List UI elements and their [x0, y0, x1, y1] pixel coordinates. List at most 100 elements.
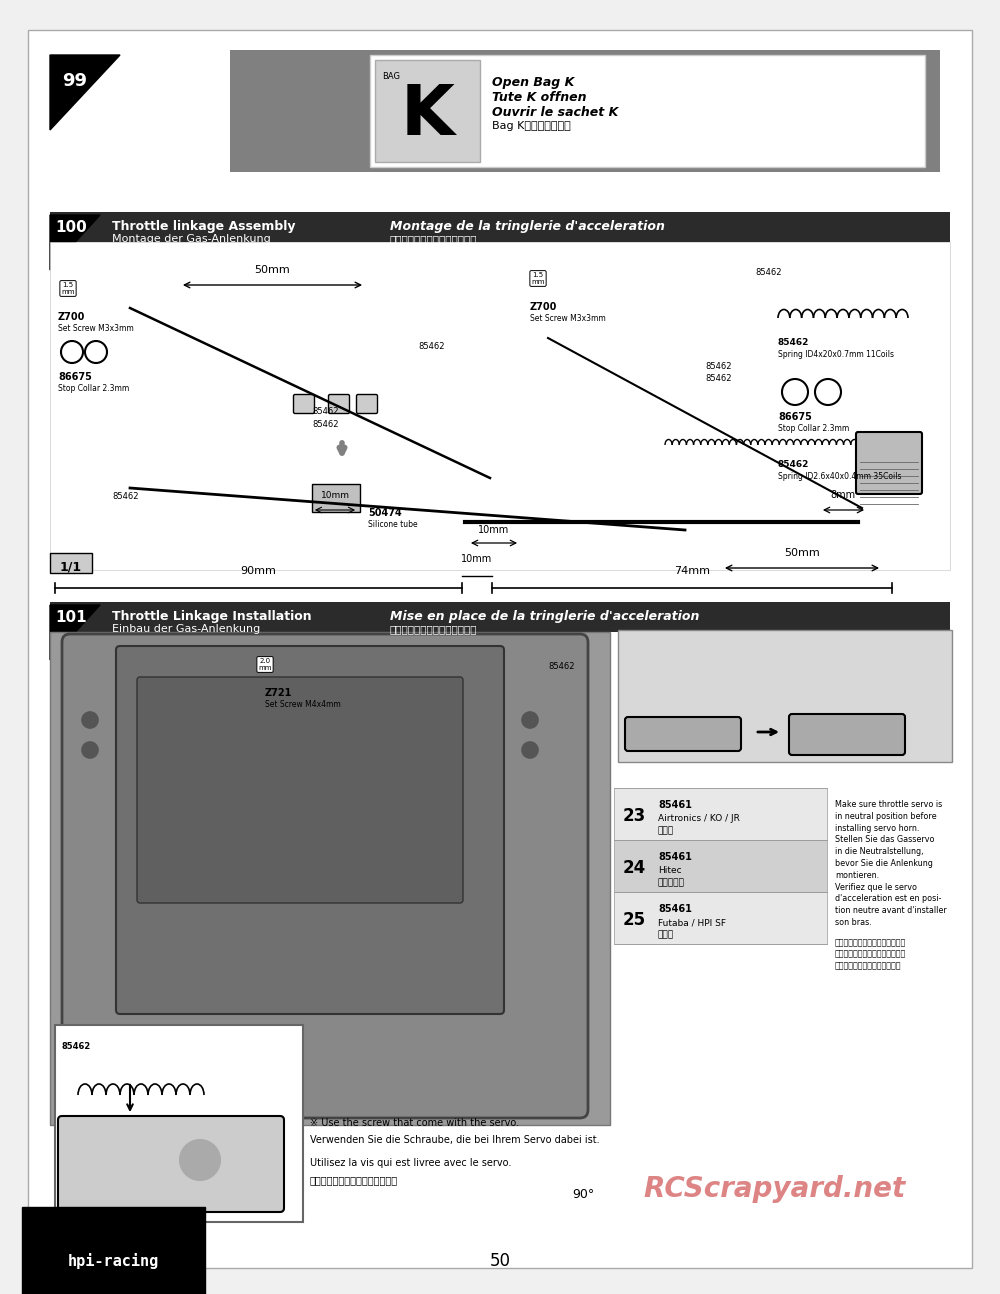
Text: Set Screw M3x3mm: Set Screw M3x3mm — [58, 324, 134, 333]
Circle shape — [180, 1140, 220, 1180]
Text: スロットルサーボのニュートラル
を定位し、サーボ付属のネジにて
サーボホーンを取り付けます。: スロットルサーボのニュートラル を定位し、サーボ付属のネジにて サーボホーンを取… — [835, 938, 906, 970]
Text: スロットルリンケージの組立て: スロットルリンケージの組立て — [390, 234, 478, 245]
Text: 85462: 85462 — [62, 1042, 91, 1051]
Text: 23: 23 — [622, 807, 646, 826]
FancyBboxPatch shape — [62, 634, 588, 1118]
FancyBboxPatch shape — [614, 892, 827, 945]
FancyBboxPatch shape — [294, 395, 314, 414]
Text: 90°: 90° — [572, 1188, 594, 1201]
Text: Silicone tube: Silicone tube — [368, 520, 418, 529]
Text: 86675: 86675 — [778, 411, 812, 422]
FancyBboxPatch shape — [375, 60, 480, 162]
Text: 50: 50 — [490, 1253, 511, 1269]
FancyBboxPatch shape — [625, 717, 741, 751]
Text: Hitec: Hitec — [658, 866, 682, 875]
Text: Throttle linkage Assembly: Throttle linkage Assembly — [112, 220, 296, 233]
FancyBboxPatch shape — [856, 432, 922, 494]
Text: 85462: 85462 — [312, 408, 338, 415]
Text: 1/1: 1/1 — [60, 562, 82, 575]
Text: Utilisez la vis qui est livree avec le servo.: Utilisez la vis qui est livree avec le s… — [310, 1158, 511, 1168]
Text: Z721: Z721 — [265, 688, 292, 697]
Text: 85462: 85462 — [778, 338, 809, 347]
Text: 74mm: 74mm — [674, 565, 710, 576]
FancyBboxPatch shape — [370, 56, 925, 167]
Text: サンワ: サンワ — [658, 826, 674, 835]
Text: 85462: 85462 — [778, 459, 809, 468]
Text: ※ Use the screw that come with the servo.: ※ Use the screw that come with the servo… — [310, 1118, 519, 1128]
FancyBboxPatch shape — [614, 840, 827, 892]
FancyBboxPatch shape — [28, 30, 972, 1268]
Text: 85461: 85461 — [658, 905, 692, 914]
Text: 50mm: 50mm — [784, 547, 820, 558]
Text: Montage de la tringlerie d'acceleration: Montage de la tringlerie d'acceleration — [390, 220, 665, 233]
Text: Tute K offnen: Tute K offnen — [492, 91, 586, 104]
Text: 85462: 85462 — [705, 374, 732, 383]
Text: 10mm: 10mm — [478, 525, 510, 534]
Text: Throttle Linkage Installation: Throttle Linkage Installation — [112, 609, 312, 622]
Text: 85462: 85462 — [705, 362, 732, 371]
FancyBboxPatch shape — [137, 677, 463, 903]
Text: 86675: 86675 — [58, 371, 92, 382]
FancyBboxPatch shape — [50, 553, 92, 573]
Text: 85462: 85462 — [755, 268, 782, 277]
Text: 1.5
mm: 1.5 mm — [531, 272, 545, 285]
Text: サーボ付属のネジを使用します。: サーボ付属のネジを使用します。 — [310, 1175, 398, 1185]
Text: Set Screw M4x4mm: Set Screw M4x4mm — [265, 700, 341, 709]
FancyBboxPatch shape — [614, 788, 827, 840]
Text: ハイテック: ハイテック — [658, 879, 685, 886]
Text: Verwenden Sie die Schraube, die bei Ihrem Servo dabei ist.: Verwenden Sie die Schraube, die bei Ihre… — [310, 1135, 600, 1145]
FancyBboxPatch shape — [312, 484, 360, 512]
Text: 99: 99 — [62, 72, 87, 91]
Text: Set Screw M3x3mm: Set Screw M3x3mm — [530, 314, 606, 324]
Text: hpi-racing: hpi-racing — [68, 1253, 159, 1269]
Text: 24: 24 — [622, 859, 646, 877]
Text: 85462: 85462 — [312, 421, 338, 430]
Polygon shape — [50, 606, 100, 660]
Text: Einbau der Gas-Anlenkung: Einbau der Gas-Anlenkung — [112, 624, 260, 634]
Text: 25: 25 — [622, 911, 646, 929]
FancyBboxPatch shape — [58, 1115, 284, 1212]
Text: Make sure throttle servo is
in neutral position before
installing servo horn.
St: Make sure throttle servo is in neutral p… — [835, 800, 947, 927]
Text: 10mm: 10mm — [320, 490, 350, 499]
Text: Futaba / HPI SF: Futaba / HPI SF — [658, 917, 726, 927]
Polygon shape — [50, 56, 120, 129]
Text: Montage der Gas-Anlenkung: Montage der Gas-Anlenkung — [112, 234, 271, 245]
FancyBboxPatch shape — [55, 1025, 303, 1222]
Text: Open Bag K: Open Bag K — [492, 76, 574, 89]
Text: 1.5
mm: 1.5 mm — [61, 282, 75, 295]
Text: 85461: 85461 — [658, 800, 692, 810]
Circle shape — [522, 712, 538, 729]
Text: フタバ: フタバ — [658, 930, 674, 939]
Text: Z700: Z700 — [58, 312, 85, 322]
Text: 50mm: 50mm — [254, 265, 290, 276]
FancyBboxPatch shape — [230, 50, 940, 172]
FancyBboxPatch shape — [789, 714, 905, 754]
Text: 85462: 85462 — [112, 492, 138, 501]
Circle shape — [82, 712, 98, 729]
Circle shape — [82, 741, 98, 758]
Text: Bag Kを開封します。: Bag Kを開封します。 — [492, 122, 571, 131]
Text: Spring ID2.6x40x0.4mm 35Coils: Spring ID2.6x40x0.4mm 35Coils — [778, 472, 902, 481]
Text: 2.0
mm: 2.0 mm — [258, 659, 272, 672]
FancyBboxPatch shape — [328, 395, 350, 414]
Text: Ouvrir le sachet K: Ouvrir le sachet K — [492, 106, 618, 119]
Text: 101: 101 — [55, 609, 87, 625]
Text: 85462: 85462 — [418, 342, 444, 351]
Text: 8mm: 8mm — [830, 490, 856, 499]
Text: 85461: 85461 — [658, 851, 692, 862]
FancyBboxPatch shape — [50, 212, 950, 242]
Text: Stop Collar 2.3mm: Stop Collar 2.3mm — [778, 424, 849, 433]
Circle shape — [522, 741, 538, 758]
Text: K: K — [401, 82, 455, 149]
Text: Mise en place de la tringlerie d'acceleration: Mise en place de la tringlerie d'acceler… — [390, 609, 699, 622]
Text: Stop Collar 2.3mm: Stop Collar 2.3mm — [58, 384, 129, 393]
Text: 100: 100 — [55, 220, 87, 236]
Text: 85462: 85462 — [548, 663, 574, 672]
FancyBboxPatch shape — [618, 630, 952, 762]
Text: BAG: BAG — [382, 72, 400, 82]
Text: RCScrapyard.net: RCScrapyard.net — [644, 1175, 906, 1203]
Text: Airtronics / KO / JR: Airtronics / KO / JR — [658, 814, 740, 823]
Text: 50474: 50474 — [368, 509, 402, 518]
Text: スロットルリンケージの取付け: スロットルリンケージの取付け — [390, 624, 478, 634]
Text: Z700: Z700 — [530, 302, 557, 312]
